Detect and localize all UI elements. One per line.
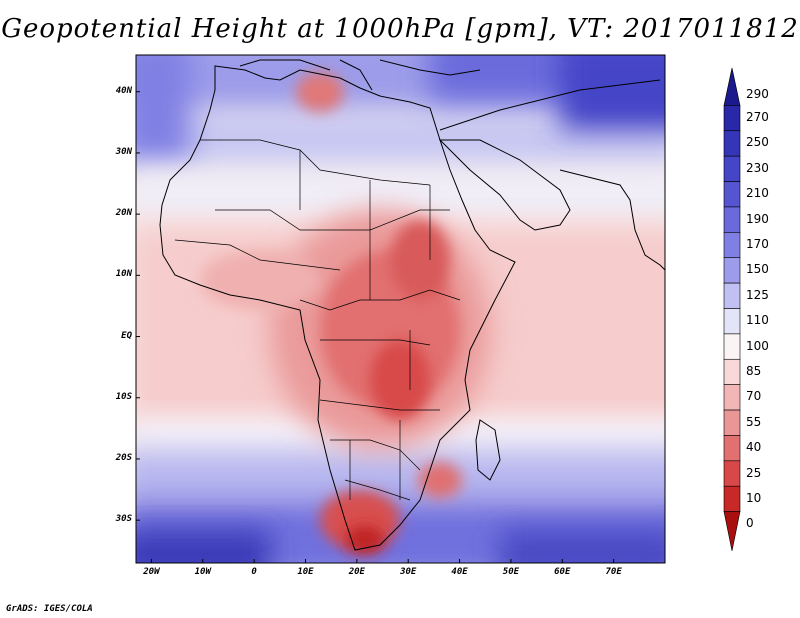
lat-tick-label: 40N xyxy=(115,85,132,96)
colorbar-segment xyxy=(723,308,741,335)
map-title: Geopotential Height at 1000hPa [gpm], VT… xyxy=(1,14,799,44)
colorbar-level-label: 0 xyxy=(746,516,754,531)
tick-marks xyxy=(136,91,615,563)
colorbar-segment xyxy=(723,511,741,552)
colorbar-level-label: 170 xyxy=(746,237,769,252)
colorbar-segment xyxy=(723,485,741,512)
lon-tick-label: 10W xyxy=(194,567,211,577)
colorbar-segment xyxy=(723,155,741,182)
colorbar-level-label: 290 xyxy=(746,86,769,101)
colorbar-segment xyxy=(723,460,741,487)
colorbar-level-label: 100 xyxy=(746,338,769,353)
colorbar-segment xyxy=(723,282,741,309)
colorbar-level-label: 40 xyxy=(746,440,762,455)
colorbar-segment xyxy=(723,105,741,132)
colorbar-level-label: 85 xyxy=(746,363,762,378)
lon-tick-label: 0 xyxy=(251,567,257,577)
colorbar-segment xyxy=(723,358,741,385)
lon-tick-label: 50E xyxy=(502,567,520,577)
lon-tick-label: 40E xyxy=(451,567,468,577)
colorbar-segment xyxy=(723,409,741,436)
colorbar-level-label: 125 xyxy=(746,287,769,302)
colorbar-segment xyxy=(723,181,741,208)
colorbar-level-label: 150 xyxy=(746,262,769,277)
colorbar-segment xyxy=(723,435,741,462)
colorbar-segment xyxy=(723,130,741,157)
lat-tick-label: EQ xyxy=(121,330,132,341)
colorbar-segment xyxy=(723,333,741,360)
lon-tick-label: 70E xyxy=(605,567,622,577)
country-borders xyxy=(174,139,461,501)
lon-tick-label: 10E xyxy=(297,567,314,577)
colorbar-segment xyxy=(723,206,741,233)
lat-tick-label: 20S xyxy=(115,452,132,463)
lat-tick-label: 30N xyxy=(115,146,132,157)
coastlines xyxy=(159,59,665,551)
colorbar xyxy=(723,67,741,552)
colorbar-level-label: 110 xyxy=(746,313,769,328)
colorbar-level-label: 190 xyxy=(746,211,769,226)
lat-tick-label: 10N xyxy=(115,269,132,280)
colorbar-segment xyxy=(723,257,741,284)
colorbar-level-label: 250 xyxy=(746,135,769,150)
colorbar-level-label: 270 xyxy=(746,110,769,125)
credit-footer: GrADS: IGES/COLA xyxy=(6,604,93,614)
lon-tick-label: 60E xyxy=(554,567,571,577)
plot-frame xyxy=(135,54,666,564)
colorbar-segment xyxy=(723,67,741,106)
colorbar-level-label: 230 xyxy=(746,160,769,175)
lat-tick-label: 20N xyxy=(115,208,132,219)
lon-tick-label: 20W xyxy=(143,567,160,577)
colorbar-level-label: 210 xyxy=(746,186,769,201)
colorbar-level-label: 25 xyxy=(746,465,762,480)
colorbar-segment xyxy=(723,384,741,411)
colorbar-level-label: 70 xyxy=(746,389,762,404)
colorbar-level-label: 10 xyxy=(746,490,762,505)
lat-tick-label: 10S xyxy=(115,391,132,402)
lon-tick-label: 30E xyxy=(400,567,417,577)
height-field xyxy=(136,55,665,563)
lat-tick-label: 30S xyxy=(115,514,132,525)
lon-tick-label: 20E xyxy=(348,567,365,577)
colorbar-segment xyxy=(723,232,741,259)
colorbar-level-label: 55 xyxy=(746,414,762,429)
